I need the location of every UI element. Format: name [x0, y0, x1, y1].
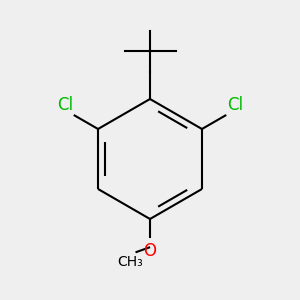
Text: Cl: Cl [57, 96, 73, 114]
Text: CH₃: CH₃ [118, 255, 143, 269]
Text: Cl: Cl [227, 96, 243, 114]
Text: O: O [143, 242, 157, 260]
